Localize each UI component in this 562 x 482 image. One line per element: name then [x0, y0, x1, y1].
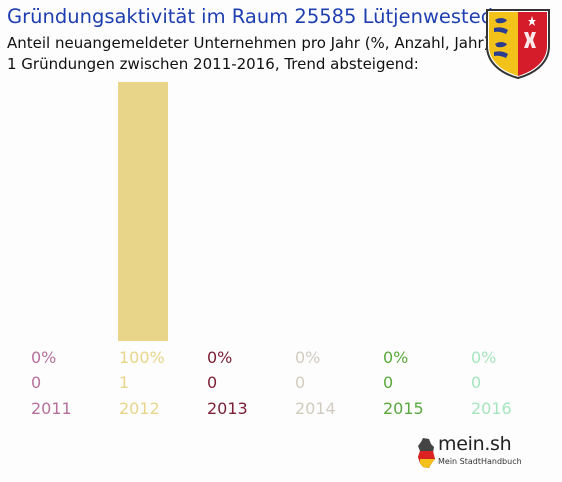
count-label-2016: 0: [471, 373, 481, 392]
year-label-2011: 2011: [31, 399, 72, 418]
count-label-2015: 0: [383, 373, 393, 392]
count-label-2013: 0: [207, 373, 217, 392]
count-label-2014: 0: [295, 373, 305, 392]
year-label-2016: 2016: [471, 399, 512, 418]
chart-title: Gründungsaktivität im Raum 25585 Lütjenw…: [7, 5, 501, 28]
year-label-2014: 2014: [295, 399, 336, 418]
percent-label-2016: 0%: [471, 348, 496, 367]
percent-label-2015: 0%: [383, 348, 408, 367]
logo-tagline: Mein StadtHandbuch: [438, 457, 522, 466]
bar-2012: [118, 82, 168, 341]
percent-label-2014: 0%: [295, 348, 320, 367]
count-label-2012: 1: [119, 373, 129, 392]
year-label-2013: 2013: [207, 399, 248, 418]
year-label-2012: 2012: [119, 399, 160, 418]
count-label-2011: 0: [31, 373, 41, 392]
percent-label-2012: 100%: [119, 348, 165, 367]
logo-name: mein.sh: [438, 433, 512, 455]
year-label-2015: 2015: [383, 399, 424, 418]
percent-label-2011: 0%: [31, 348, 56, 367]
chart-subtitle-line1: Anteil neuangemeldeter Unternehmen pro J…: [7, 34, 490, 52]
schleswig-holstein-coat-of-arms-icon: [486, 9, 550, 80]
germany-map-icon: [418, 438, 435, 468]
percent-label-2013: 0%: [207, 348, 232, 367]
chart-subtitle-line2: 1 Gründungen zwischen 2011-2016, Trend a…: [7, 55, 419, 73]
mein-sh-logo: mein.sh Mein StadtHandbuch: [416, 433, 526, 473]
